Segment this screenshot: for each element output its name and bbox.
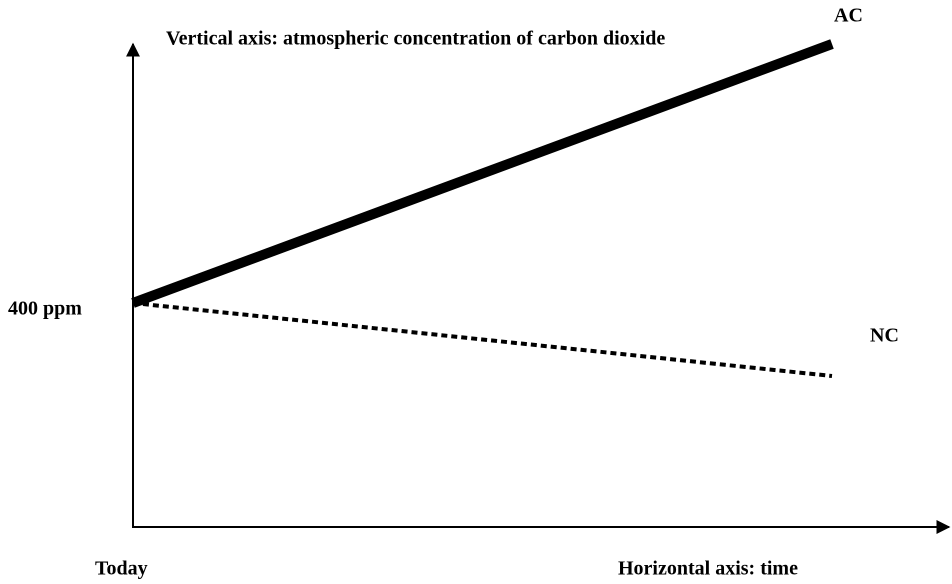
nc-label: NC — [870, 325, 899, 347]
nc-line — [132, 301, 833, 378]
ac-line — [131, 39, 834, 308]
ac-label: AC — [834, 5, 863, 27]
y-label: 400 ppm — [8, 298, 82, 320]
x-axis-label: Horizontal axis: time — [618, 558, 798, 580]
x-start-label: Today — [95, 558, 148, 580]
title: Vertical axis: atmospheric concentration… — [166, 28, 665, 50]
